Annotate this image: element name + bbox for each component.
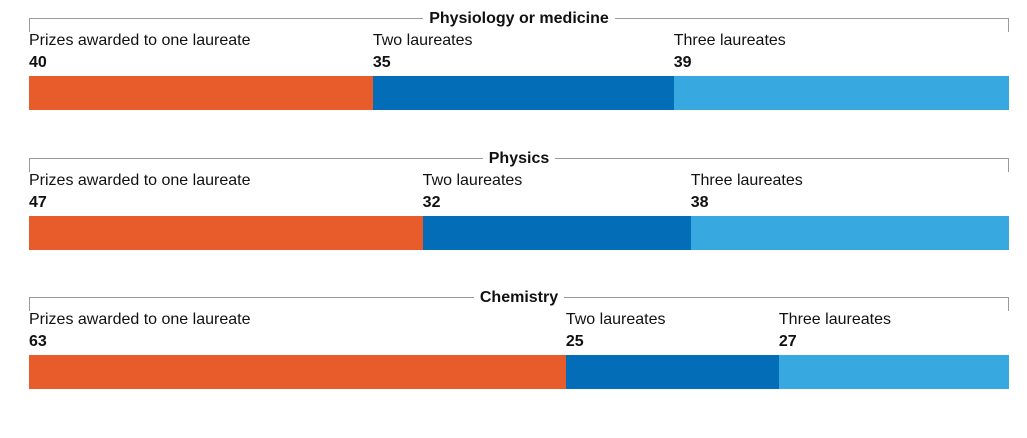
- bar-segment: [690, 216, 1009, 250]
- segment-value: 63: [29, 333, 47, 350]
- segment-value: 38: [690, 194, 709, 211]
- bar-segment: [372, 76, 674, 110]
- stacked-bar-chart: Chemistry Prizes awarded to one laureate 6…: [29, 289, 1009, 409]
- chart-title: Physiology or medicine: [423, 10, 615, 27]
- bar-row: [29, 216, 1009, 250]
- segment-label: Three laureates: [673, 32, 786, 49]
- segment-label: Three laureates: [778, 311, 891, 328]
- segment-label: Prizes awarded to one laureate: [29, 172, 251, 189]
- bar-segment: [29, 355, 566, 389]
- segment-label: Prizes awarded to one laureate: [29, 311, 251, 328]
- segment-label: Three laureates: [690, 172, 803, 189]
- bar-row: [29, 355, 1009, 389]
- segment-value: 35: [372, 54, 391, 71]
- bar-segment: [673, 76, 1009, 110]
- segment-label: Two laureates: [372, 32, 473, 49]
- bar-segment: [778, 355, 1009, 389]
- stacked-bar-chart: Physiology or medicine Prizes awarded to …: [29, 10, 1009, 130]
- bar-segment: [565, 355, 779, 389]
- segment-label: Two laureates: [565, 311, 666, 328]
- segment-value: 27: [778, 333, 797, 350]
- segment-label: Two laureates: [422, 172, 523, 189]
- segment-label: Prizes awarded to one laureate: [29, 32, 251, 49]
- bar-row: [29, 76, 1009, 110]
- stacked-bar-chart: Physics Prizes awarded to one laureate 47 T…: [29, 150, 1009, 270]
- segment-value: 39: [673, 54, 692, 71]
- segment-value: 25: [565, 333, 584, 350]
- bar-segment: [29, 76, 373, 110]
- chart-title: Chemistry: [473, 289, 565, 306]
- chart-title: Physics: [482, 150, 556, 167]
- segment-value: 32: [422, 194, 441, 211]
- bar-segment: [422, 216, 691, 250]
- segment-value: 40: [29, 54, 47, 71]
- bar-segment: [29, 216, 423, 250]
- segment-value: 47: [29, 194, 47, 211]
